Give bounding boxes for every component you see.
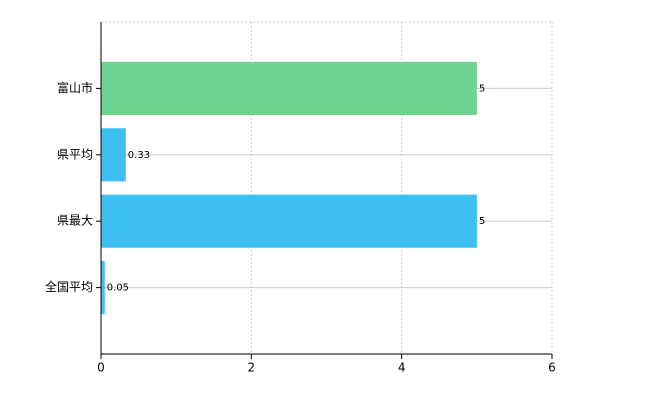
y-tick-label: 県最大	[57, 214, 93, 228]
bar	[101, 61, 477, 115]
x-tick-label: 6	[548, 361, 556, 375]
value-label: 5	[479, 216, 485, 227]
value-label: 0.33	[128, 150, 150, 161]
value-label: 5	[479, 83, 485, 94]
y-tick-label: 富山市	[57, 80, 93, 95]
bar	[101, 261, 105, 315]
bar	[101, 194, 477, 248]
value-label: 0.05	[107, 283, 129, 294]
bar	[101, 128, 126, 182]
x-tick-label: 2	[248, 361, 256, 375]
y-tick-label: 県平均	[57, 147, 93, 161]
x-tick-label: 0	[97, 361, 105, 375]
y-tick-label: 全国平均	[45, 279, 93, 294]
x-tick-label: 4	[398, 361, 406, 375]
